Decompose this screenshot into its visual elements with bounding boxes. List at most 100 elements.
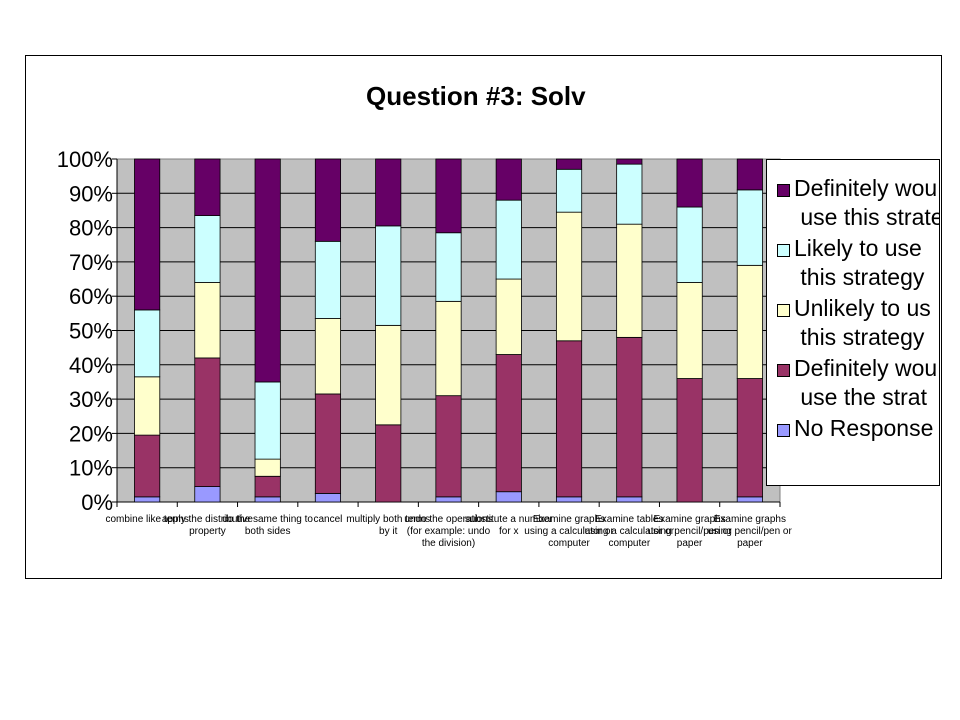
bar-segment bbox=[134, 434, 161, 498]
legend-label: Likely to use this strategy bbox=[794, 235, 925, 290]
bar-segment bbox=[495, 278, 522, 355]
bar-segment bbox=[435, 395, 462, 498]
y-tick-label: 80% bbox=[69, 216, 113, 241]
x-tick-label: do the same thing to bbox=[222, 514, 313, 525]
legend-swatch bbox=[777, 364, 790, 377]
bar-segment bbox=[194, 282, 221, 359]
y-tick-label: 60% bbox=[69, 284, 113, 309]
x-tick-label: cancel bbox=[314, 514, 343, 525]
bar-segment bbox=[435, 232, 462, 302]
bar-segment bbox=[676, 158, 703, 208]
bar-segment bbox=[194, 215, 221, 283]
bar-segment bbox=[314, 240, 342, 319]
bar-segment bbox=[134, 496, 161, 503]
legend-swatch bbox=[777, 304, 790, 317]
bar-segment bbox=[254, 381, 281, 460]
bar-segment bbox=[134, 309, 161, 378]
x-tick-label: both sides bbox=[245, 526, 291, 537]
bar-segment bbox=[736, 264, 763, 379]
y-tick-label: 10% bbox=[69, 456, 113, 481]
bar-segment bbox=[375, 424, 402, 503]
bar-segment bbox=[616, 496, 643, 503]
bar-segment bbox=[616, 336, 643, 498]
legend-label: No Response bbox=[794, 415, 934, 441]
y-tick-label: 90% bbox=[69, 181, 113, 206]
x-tick-label: using pencil/pen or bbox=[648, 526, 733, 537]
y-tick-label: 100% bbox=[57, 147, 113, 172]
bar-segment bbox=[375, 324, 402, 426]
x-tick-label: Examine graphs bbox=[714, 514, 786, 525]
bar-segment bbox=[375, 225, 402, 326]
x-tick-label: paper bbox=[677, 538, 703, 549]
x-tick-label: for x bbox=[499, 526, 518, 537]
bar-segment bbox=[616, 223, 643, 338]
bar-segment bbox=[194, 357, 221, 487]
bar-segment bbox=[194, 486, 221, 503]
bar-segment bbox=[676, 206, 703, 283]
y-tick-label: 40% bbox=[69, 353, 113, 378]
x-tick-label: computer bbox=[548, 538, 590, 549]
legend-label: Definitely wou use the strat bbox=[794, 355, 938, 410]
x-tick-label: apply the distributive bbox=[162, 514, 254, 525]
bar-segment bbox=[254, 158, 281, 383]
bar-segment bbox=[736, 496, 763, 503]
legend-label: Definitely wou use this strate bbox=[794, 175, 940, 230]
bar-segment bbox=[495, 158, 522, 201]
bar-segment bbox=[254, 458, 281, 477]
bar-segment bbox=[555, 158, 583, 170]
x-tick-label: by it bbox=[379, 526, 398, 537]
bar-segment bbox=[254, 475, 281, 498]
bar-segment bbox=[555, 340, 583, 498]
x-tick-label: using pencil/pen or bbox=[708, 526, 793, 537]
y-tick-label: 30% bbox=[69, 387, 113, 412]
x-tick-label: using a calculator or bbox=[524, 526, 614, 537]
bar-segment bbox=[736, 378, 763, 498]
legend-swatch bbox=[777, 424, 790, 437]
bar-segment bbox=[736, 189, 763, 266]
bar-segment bbox=[314, 493, 342, 503]
bar-segment bbox=[314, 318, 342, 395]
plot-area: 0% 10% 20% 30% 40% 50% 60% 70% 80% 90% 100% combine… bbox=[57, 147, 793, 549]
bar-segment bbox=[495, 354, 522, 493]
bar-segment bbox=[435, 496, 462, 503]
bar-segment bbox=[555, 211, 583, 342]
x-tick-label: combine like terms bbox=[105, 514, 188, 525]
legend-swatch bbox=[777, 244, 790, 257]
x-tick-label: paper bbox=[737, 538, 763, 549]
bar-segment bbox=[495, 491, 522, 503]
x-tick-label: undo the operations bbox=[404, 514, 492, 525]
y-tick-label: 70% bbox=[69, 250, 113, 275]
x-tick-label: computer bbox=[608, 538, 650, 549]
x-tick-label: multiply both terms bbox=[346, 514, 430, 525]
legend-label: Unlikely to us this strategy bbox=[794, 295, 931, 350]
x-tick-label: property bbox=[189, 526, 226, 537]
x-tick-label: Examine graphs bbox=[533, 514, 605, 525]
x-tick-label: using a calculator or bbox=[585, 526, 675, 537]
bar-segment bbox=[254, 496, 281, 503]
legend: Definitely wou use this strate Likely to … bbox=[766, 159, 940, 486]
bar-segment bbox=[435, 300, 462, 397]
x-tick-label: Examine tables bbox=[595, 514, 663, 525]
legend-swatch bbox=[777, 184, 790, 197]
bar-segment bbox=[676, 282, 703, 379]
bar-segment bbox=[375, 158, 402, 227]
bar-segment bbox=[495, 199, 522, 280]
y-tick-label: 50% bbox=[69, 319, 113, 344]
bar-segment bbox=[555, 168, 583, 213]
bar-segment bbox=[134, 376, 161, 436]
bar-segment bbox=[736, 158, 763, 191]
y-tick-label: 0% bbox=[81, 490, 113, 515]
bar-segment bbox=[314, 158, 342, 242]
bar-segment bbox=[616, 158, 643, 165]
bar-segment bbox=[555, 496, 583, 503]
bar-segment bbox=[194, 158, 221, 216]
x-tick-label: the division) bbox=[422, 538, 475, 549]
bar-segment bbox=[314, 393, 342, 494]
bar-segment bbox=[616, 163, 643, 225]
chart-title: Question #3: Solv bbox=[366, 81, 586, 111]
y-tick-label: 20% bbox=[69, 421, 113, 446]
bar-segment bbox=[134, 158, 161, 311]
bar-segment bbox=[435, 158, 462, 234]
bar-segment bbox=[676, 378, 703, 503]
chart-frame: Question #3: Solv 0% 10% 20% 30% 40% 50% 60% 70… bbox=[25, 55, 942, 579]
